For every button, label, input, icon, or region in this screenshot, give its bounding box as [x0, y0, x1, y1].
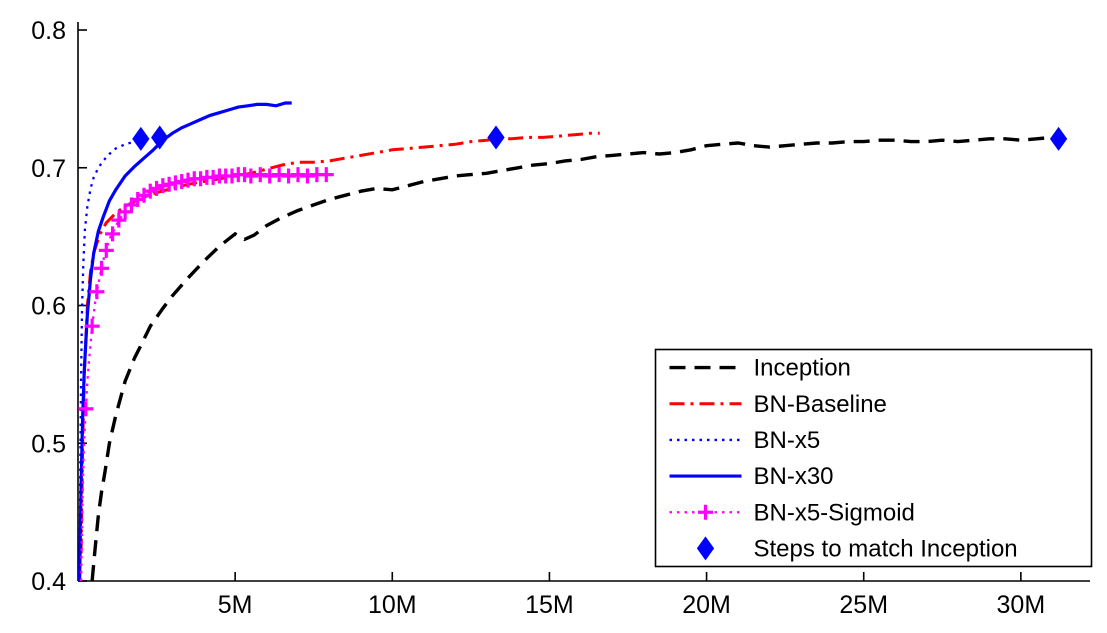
plus-marker-icon [84, 318, 100, 334]
diamond-marker-icon [487, 125, 505, 150]
x-tick-label: 10M [368, 591, 417, 619]
legend-label: BN-Baseline [754, 391, 887, 418]
legend-box [654, 348, 1093, 568]
plus-marker-icon [318, 167, 334, 183]
y-tick-label: 0.7 [31, 155, 66, 183]
legend-item-inception: Inception [669, 355, 851, 382]
legend-item-bn-x5-sigmoid: BN-x5-Sigmoid [669, 499, 915, 526]
legend-label: BN-x30 [754, 463, 834, 490]
y-tick-label: 0.8 [31, 17, 66, 45]
diamond-marker-icon [1049, 126, 1068, 151]
y-tick-label: 0.4 [31, 568, 66, 596]
legend-label: Inception [754, 355, 851, 382]
plus-marker-icon [111, 212, 127, 228]
x-tick-label: 25M [839, 591, 888, 619]
legend-item-steps-to-match-inception: Steps to match Inception [696, 535, 1018, 562]
plus-marker-icon [105, 226, 121, 242]
plus-marker-icon [698, 504, 713, 520]
series-bn-x5 [78, 137, 145, 554]
diamond-marker-icon [132, 126, 150, 151]
series-line [78, 137, 145, 554]
y-tick-label: 0.6 [31, 293, 66, 321]
y-tick-label: 0.5 [31, 430, 66, 458]
plus-marker-icon [89, 284, 105, 300]
x-tick-label: 5M [218, 591, 253, 619]
plus-marker-icon [98, 242, 114, 258]
plus-marker-icon [94, 260, 110, 276]
x-tick-label: 30M [997, 591, 1046, 619]
series-steps-to-match-inception [132, 125, 1068, 151]
plus-marker-icon [78, 401, 94, 417]
legend: Inception BN-Baseline BN-x5 BN-x30 BN-x5-Sig… [654, 348, 1093, 568]
series-bn-x5-sigmoid [78, 167, 334, 581]
legend-item-bn-x5: BN-x5 [669, 427, 821, 454]
legend-item-bn-x30: BN-x30 [669, 463, 834, 490]
diamond-marker-icon [696, 536, 715, 561]
legend-label: BN-x5-Sigmoid [754, 499, 915, 526]
legend-label: Steps to match Inception [754, 535, 1018, 562]
diamond-marker-icon [151, 125, 169, 150]
plot-area [78, 101, 1068, 581]
legend-item-bn-baseline: BN-Baseline [669, 391, 887, 418]
series-line [79, 173, 327, 581]
legend-label: BN-x5 [754, 427, 821, 454]
x-tick-label: 15M [525, 591, 574, 619]
series-inception [90, 135, 1062, 581]
series-line [90, 135, 1062, 581]
x-tick-label: 20M [682, 591, 731, 619]
